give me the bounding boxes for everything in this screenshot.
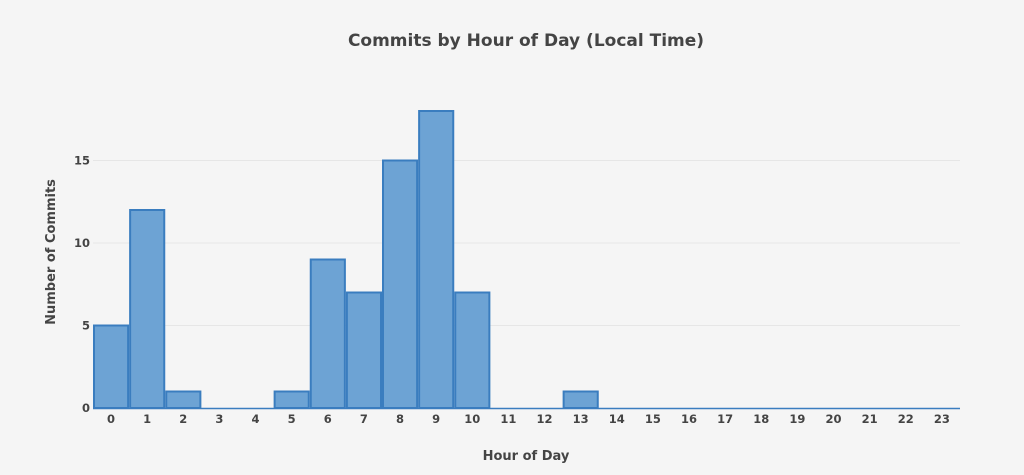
bar-hour-9[interactable]	[418, 110, 455, 409]
x-tick-label: 7	[360, 412, 368, 426]
x-tick-label: 3	[215, 412, 223, 426]
y-tick-labels: 0 5 10 15	[74, 154, 90, 416]
bar-hour-13[interactable]	[562, 390, 599, 409]
bar-hour-0[interactable]	[93, 324, 130, 409]
x-tick-label: 18	[753, 412, 769, 426]
x-tick-label: 4	[252, 412, 260, 426]
x-tick-label: 11	[500, 412, 516, 426]
x-tick-label: 23	[934, 412, 950, 426]
x-tick-label: 9	[432, 412, 440, 426]
bar-hour-10[interactable]	[454, 291, 491, 409]
bar-hour-2[interactable]	[165, 390, 202, 409]
x-tick-label: 17	[717, 412, 733, 426]
x-tick-label: 8	[396, 412, 404, 426]
y-tick-label: 0	[82, 401, 90, 415]
bar-hour-1[interactable]	[129, 209, 166, 409]
gridlines	[93, 160, 960, 326]
bar-hour-7[interactable]	[345, 291, 382, 409]
y-tick-label: 5	[82, 319, 90, 333]
y-axis-label: Number of Commits	[44, 179, 59, 325]
x-tick-label: 20	[826, 412, 842, 426]
x-tick-label: 10	[464, 412, 480, 426]
x-tick-label: 19	[789, 412, 805, 426]
y-tick-label: 10	[74, 236, 90, 250]
x-tick-label: 5	[288, 412, 296, 426]
x-tick-label: 13	[573, 412, 589, 426]
x-tick-label: 22	[898, 412, 914, 426]
x-tick-label: 2	[179, 412, 187, 426]
x-tick-label: 6	[324, 412, 332, 426]
x-tick-label: 1	[143, 412, 151, 426]
bar-hour-6[interactable]	[309, 258, 346, 409]
y-tick-label: 15	[74, 154, 90, 168]
x-tick-label: 14	[609, 412, 625, 426]
bars	[93, 110, 599, 409]
chart-title: Commits by Hour of Day (Local Time)	[348, 31, 704, 51]
x-tick-label: 16	[681, 412, 697, 426]
x-tick-label: 21	[862, 412, 878, 426]
x-tick-labels: 0 1 2 3 4 5 6 7 8 9 10 11 12 13 14 15 16 17 18 19 20 21 22 23	[107, 412, 950, 426]
x-tick-label: 0	[107, 412, 115, 426]
x-tick-label: 15	[645, 412, 661, 426]
x-tick-label: 12	[537, 412, 553, 426]
x-axis-label: Hour of Day	[483, 449, 570, 464]
bar-hour-5[interactable]	[273, 390, 310, 409]
bar-hour-8[interactable]	[382, 159, 419, 409]
